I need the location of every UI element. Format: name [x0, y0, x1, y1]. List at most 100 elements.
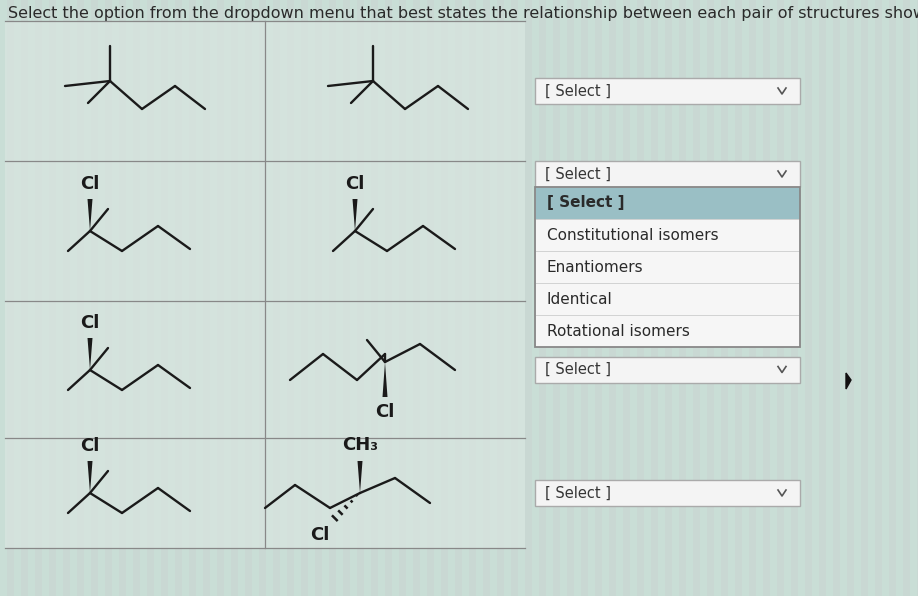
Bar — [196, 0, 203, 596]
Bar — [658, 0, 665, 596]
Bar — [889, 0, 896, 596]
Bar — [56, 0, 63, 596]
Text: Cl: Cl — [80, 314, 100, 332]
Bar — [616, 0, 623, 596]
Bar — [546, 0, 553, 596]
Bar — [266, 0, 273, 596]
Bar — [224, 0, 231, 596]
Bar — [154, 0, 161, 596]
Bar — [231, 0, 238, 596]
Bar — [504, 0, 511, 596]
Bar — [840, 0, 847, 596]
Bar — [805, 0, 812, 596]
Bar — [84, 0, 91, 596]
Bar — [882, 0, 889, 596]
Bar — [406, 0, 413, 596]
Bar — [287, 0, 294, 596]
Bar — [63, 0, 70, 596]
Bar — [217, 0, 224, 596]
Text: [ Select ]: [ Select ] — [545, 166, 611, 182]
Bar — [700, 0, 707, 596]
Bar — [847, 0, 854, 596]
Text: Rotational isomers: Rotational isomers — [547, 324, 689, 339]
Bar — [798, 0, 805, 596]
Bar — [112, 0, 119, 596]
Bar — [714, 0, 721, 596]
Bar — [630, 0, 637, 596]
Bar — [609, 0, 616, 596]
Text: Identical: Identical — [547, 291, 612, 306]
Bar — [535, 219, 800, 251]
Bar — [245, 0, 252, 596]
Bar — [721, 0, 728, 596]
Bar — [49, 0, 56, 596]
Bar — [735, 0, 742, 596]
Bar — [280, 0, 287, 596]
Text: [ Select ]: [ Select ] — [547, 195, 624, 210]
Text: [ Select ]: [ Select ] — [545, 486, 611, 501]
Bar — [259, 0, 266, 596]
Bar — [588, 0, 595, 596]
Bar — [35, 0, 42, 596]
Text: Select the option from the dropdown menu that best states the relationship betwe: Select the option from the dropdown menu… — [8, 6, 918, 21]
Polygon shape — [353, 199, 357, 231]
Polygon shape — [383, 362, 387, 397]
Bar — [868, 0, 875, 596]
Bar — [742, 0, 749, 596]
Bar — [525, 0, 532, 596]
Bar — [315, 0, 322, 596]
Bar — [535, 187, 800, 347]
Bar — [896, 0, 903, 596]
Bar — [91, 0, 98, 596]
Bar — [322, 0, 329, 596]
Bar — [378, 0, 385, 596]
Polygon shape — [357, 461, 363, 493]
Polygon shape — [87, 338, 93, 370]
Text: Cl: Cl — [310, 526, 330, 544]
Bar — [21, 0, 28, 596]
Bar — [210, 0, 217, 596]
Bar — [826, 0, 833, 596]
Polygon shape — [846, 373, 851, 389]
Bar — [535, 161, 800, 187]
Bar — [147, 0, 154, 596]
Bar — [535, 480, 800, 506]
Bar — [189, 0, 196, 596]
Bar — [413, 0, 420, 596]
Bar — [875, 0, 882, 596]
Bar — [448, 0, 455, 596]
Bar — [819, 0, 826, 596]
Bar — [98, 0, 105, 596]
Polygon shape — [87, 461, 93, 493]
Bar — [672, 0, 679, 596]
Bar — [791, 0, 798, 596]
Bar — [119, 0, 126, 596]
Bar — [28, 0, 35, 596]
Bar — [917, 0, 918, 596]
Bar — [539, 0, 546, 596]
Bar — [693, 0, 700, 596]
Bar — [602, 0, 609, 596]
Bar — [77, 0, 84, 596]
Bar — [238, 0, 245, 596]
Bar — [294, 0, 301, 596]
Text: Constitutional isomers: Constitutional isomers — [547, 228, 719, 243]
Bar — [357, 0, 364, 596]
Bar — [385, 0, 392, 596]
Bar — [833, 0, 840, 596]
Text: [ Select ]: [ Select ] — [545, 83, 611, 98]
Bar — [434, 0, 441, 596]
Bar — [0, 0, 7, 596]
Text: Enantiomers: Enantiomers — [547, 259, 644, 275]
Text: [ Select ]: [ Select ] — [545, 362, 611, 377]
Text: Cl: Cl — [375, 403, 395, 421]
Bar — [644, 0, 651, 596]
Bar — [535, 315, 800, 347]
Bar — [175, 0, 182, 596]
Bar — [903, 0, 910, 596]
Text: Cl: Cl — [80, 175, 100, 193]
Bar — [595, 0, 602, 596]
Bar — [490, 0, 497, 596]
Bar — [483, 0, 490, 596]
Bar — [861, 0, 868, 596]
